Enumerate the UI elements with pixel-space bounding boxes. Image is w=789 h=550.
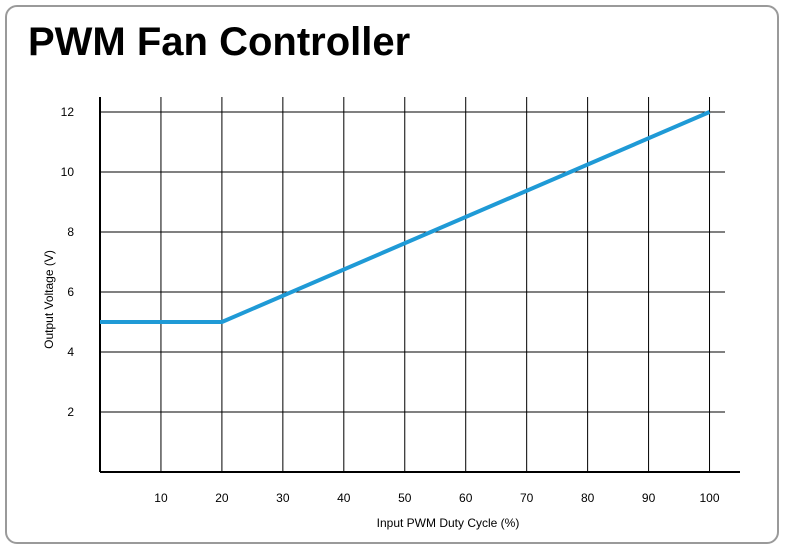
x-tick-label-20: 20 <box>215 491 229 505</box>
x-tick-label-10: 10 <box>154 491 168 505</box>
chart-frame <box>5 5 779 544</box>
x-tick-label-70: 70 <box>520 491 534 505</box>
y-tick-label-12: 12 <box>61 105 75 119</box>
series-layer <box>100 110 711 324</box>
x-tick-label-100: 100 <box>700 491 720 505</box>
chart-title: PWM Fan Controller <box>28 20 411 64</box>
x-tick-label-40: 40 <box>337 491 351 505</box>
y-tick-label-6: 6 <box>67 285 74 299</box>
y-tick-label-10: 10 <box>61 165 75 179</box>
x-tick-label-50: 50 <box>398 491 412 505</box>
x-axis-label: Input PWM Duty Cycle (%) <box>377 516 520 530</box>
y-tick-label-8: 8 <box>67 225 74 239</box>
x-tick-labels: 10 20 30 40 50 60 70 80 90 100 <box>154 491 720 505</box>
vertical-gridlines <box>160 97 711 472</box>
horizontal-gridlines <box>100 111 725 413</box>
x-tick-label-60: 60 <box>459 491 473 505</box>
y-tick-label-4: 4 <box>67 345 74 359</box>
y-tick-label-2: 2 <box>67 405 74 419</box>
x-tick-label-90: 90 <box>642 491 656 505</box>
y-axis-label: Output Voltage (V) <box>42 250 56 349</box>
y-tick-labels: 2 4 6 8 10 12 <box>61 105 75 419</box>
x-tick-label-80: 80 <box>581 491 595 505</box>
series-line-0 <box>100 110 711 324</box>
x-tick-label-30: 30 <box>276 491 290 505</box>
